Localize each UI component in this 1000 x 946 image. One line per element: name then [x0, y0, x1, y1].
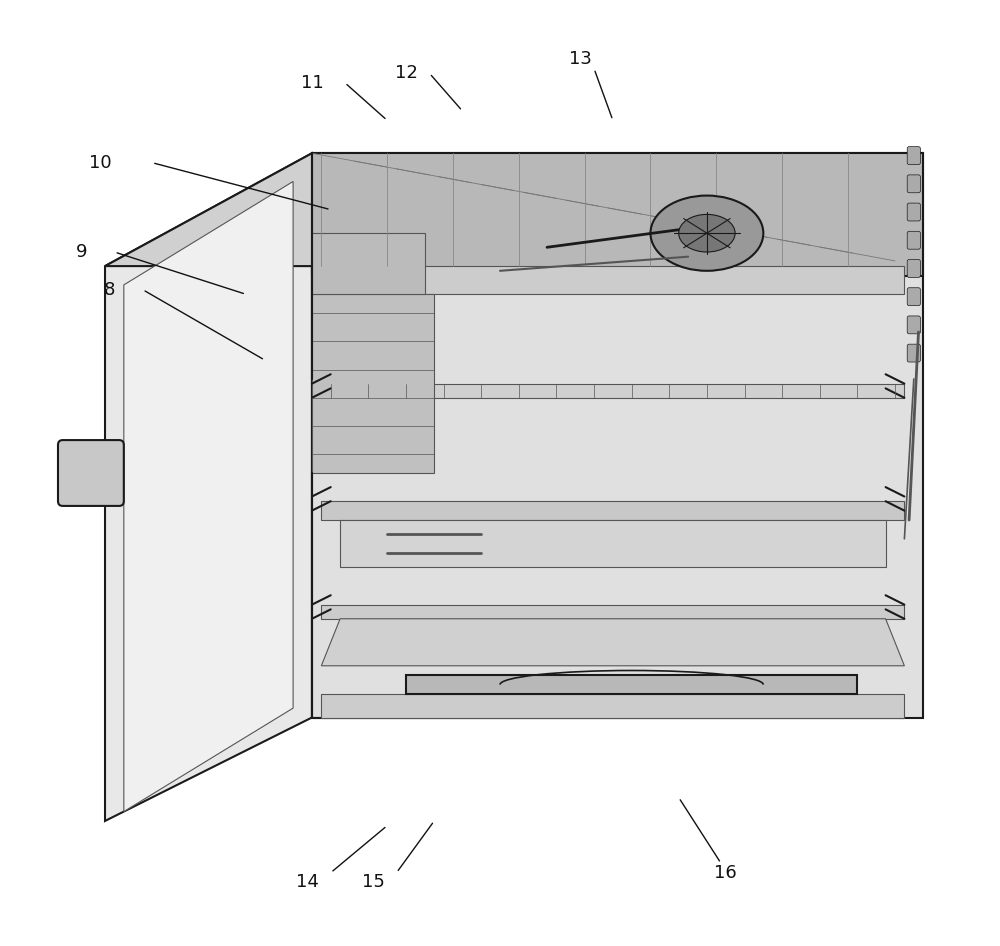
Polygon shape: [321, 384, 904, 397]
Text: 13: 13: [569, 50, 591, 68]
FancyBboxPatch shape: [907, 203, 920, 221]
FancyBboxPatch shape: [907, 288, 920, 306]
Text: 8: 8: [104, 281, 115, 299]
Text: 14: 14: [296, 873, 319, 891]
FancyBboxPatch shape: [58, 440, 124, 506]
Text: 15: 15: [362, 873, 384, 891]
Text: 12: 12: [395, 64, 417, 82]
Ellipse shape: [650, 196, 763, 271]
Text: 9: 9: [76, 243, 87, 261]
Polygon shape: [312, 153, 923, 717]
Polygon shape: [105, 153, 923, 266]
Polygon shape: [406, 675, 857, 694]
Polygon shape: [312, 294, 434, 473]
FancyBboxPatch shape: [907, 147, 920, 165]
Polygon shape: [321, 619, 904, 666]
Text: 11: 11: [301, 74, 323, 92]
Polygon shape: [312, 233, 425, 294]
Polygon shape: [321, 694, 904, 717]
Polygon shape: [124, 182, 293, 812]
Text: 16: 16: [714, 864, 737, 882]
Ellipse shape: [679, 215, 735, 252]
FancyBboxPatch shape: [907, 344, 920, 362]
FancyBboxPatch shape: [907, 259, 920, 277]
Polygon shape: [312, 153, 923, 275]
FancyBboxPatch shape: [907, 316, 920, 334]
FancyBboxPatch shape: [907, 175, 920, 193]
Polygon shape: [105, 153, 312, 821]
Polygon shape: [312, 266, 904, 294]
Polygon shape: [321, 501, 904, 520]
Polygon shape: [340, 520, 886, 567]
Polygon shape: [321, 604, 904, 619]
FancyBboxPatch shape: [907, 232, 920, 249]
Text: 10: 10: [89, 153, 112, 171]
